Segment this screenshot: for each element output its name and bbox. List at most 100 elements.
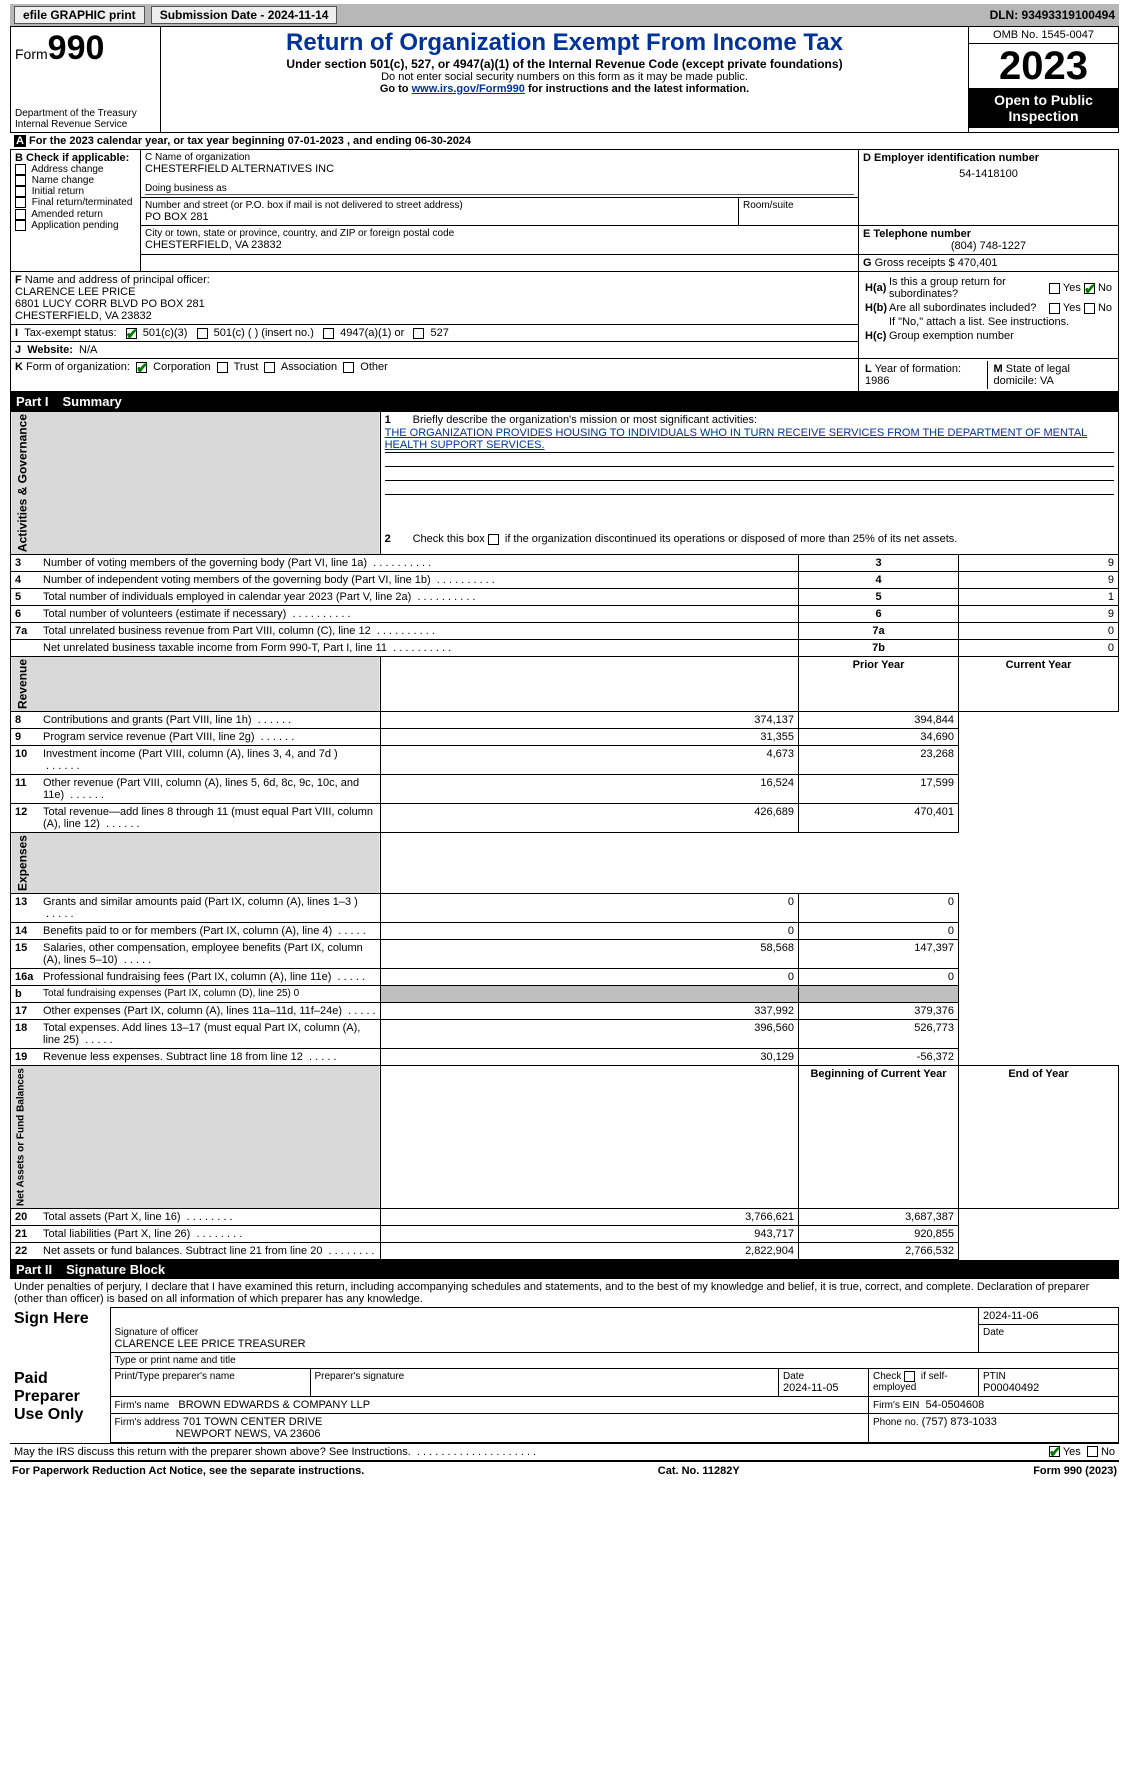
ptin-value: P00040492 <box>983 1382 1114 1394</box>
sidebar-expenses: Expenses <box>11 833 381 894</box>
current-value: 17,599 <box>799 775 959 804</box>
header-table: Form990 Department of the Treasury Inter… <box>10 26 1119 133</box>
hb-yes-checkbox[interactable] <box>1049 303 1060 314</box>
irs-label: Internal Revenue Service <box>15 119 156 130</box>
mission-text: THE ORGANIZATION PROVIDES HOUSING TO IND… <box>385 426 1114 453</box>
current-value: 379,376 <box>799 1003 959 1020</box>
ha-no-checkbox[interactable] <box>1084 283 1095 294</box>
corp-checkbox[interactable] <box>136 362 147 373</box>
end-value: 920,855 <box>799 1226 959 1243</box>
current-value: 23,268 <box>799 746 959 775</box>
tax-year: 2023 <box>969 44 1118 88</box>
prior-value: 426,689 <box>380 804 798 833</box>
prior-value: 30,129 <box>380 1049 798 1066</box>
top-toolbar: efile GRAPHIC print Submission Date - 20… <box>10 4 1119 26</box>
form-number: Form990 <box>15 29 156 68</box>
prior-value: 0 <box>380 969 798 986</box>
street-value: PO BOX 281 <box>145 211 734 223</box>
dba-label: Doing business as <box>145 183 854 195</box>
phone-label: E Telephone number <box>863 228 1114 240</box>
discuss-no-checkbox[interactable] <box>1087 1446 1098 1457</box>
4947-checkbox[interactable] <box>323 328 334 339</box>
signature-table: Sign Here 2024-11-06 Signature of office… <box>10 1307 1119 1443</box>
omb-number: OMB No. 1545-0047 <box>969 27 1118 44</box>
officer-addr1: 6801 LUCY CORR BLVD PO BOX 281 <box>15 298 205 310</box>
prior-value: 0 <box>380 894 798 923</box>
discuss-yes-checkbox[interactable] <box>1049 1446 1060 1457</box>
current-value: 526,773 <box>799 1020 959 1049</box>
room-label: Room/suite <box>743 200 854 211</box>
ag-value: 0 <box>959 623 1119 640</box>
org-name: CHESTERFIELD ALTERNATIVES INC <box>145 163 854 175</box>
boxb-checkbox[interactable] <box>15 164 26 175</box>
current-value: 147,397 <box>799 940 959 969</box>
submission-date: Submission Date - 2024-11-14 <box>151 6 338 24</box>
boxb-checkbox[interactable] <box>15 186 26 197</box>
ag-value: 9 <box>959 555 1119 572</box>
part2-header: Part II Signature Block <box>10 1260 1119 1279</box>
hb-no-checkbox[interactable] <box>1084 303 1095 314</box>
self-employed-checkbox[interactable] <box>904 1371 915 1382</box>
gross-receipts: 470,401 <box>958 257 998 269</box>
boxb-checkbox[interactable] <box>15 220 26 231</box>
cat-number: Cat. No. 11282Y <box>658 1465 740 1477</box>
current-value: 0 <box>799 894 959 923</box>
part1-table: Activities & Governance 1Briefly describ… <box>10 411 1119 1260</box>
current-value: 394,844 <box>799 712 959 729</box>
trust-checkbox[interactable] <box>217 362 228 373</box>
boxb-checkbox[interactable] <box>15 209 26 220</box>
ein-value: 54-1418100 <box>863 164 1114 184</box>
501c3-checkbox[interactable] <box>126 328 137 339</box>
current-value: -56,372 <box>799 1049 959 1066</box>
other-checkbox[interactable] <box>343 362 354 373</box>
form-footer: Form 990 (2023) <box>1033 1465 1117 1477</box>
end-value: 2,766,532 <box>799 1243 959 1260</box>
website-value: N/A <box>79 344 97 356</box>
perjury-declaration: Under penalties of perjury, I declare th… <box>10 1279 1119 1307</box>
boxb-checkbox[interactable] <box>15 175 26 186</box>
sign-here-label: Sign Here <box>10 1308 110 1369</box>
prep-date: 2024-11-05 <box>783 1382 864 1394</box>
firm-name: BROWN EDWARDS & COMPANY LLP <box>178 1399 370 1411</box>
efile-print-button[interactable]: efile GRAPHIC print <box>14 6 145 24</box>
may-discuss-row: May the IRS discuss this return with the… <box>10 1443 1119 1460</box>
ag-value: 0 <box>959 640 1119 657</box>
part1-header: Part I Summary <box>10 392 1119 411</box>
ag-value: 9 <box>959 606 1119 623</box>
box-b-title: B Check if applicable: <box>15 152 136 164</box>
paid-preparer-label: Paid Preparer Use Only <box>10 1368 110 1442</box>
officer-signature: CLARENCE LEE PRICE TREASURER <box>115 1338 975 1350</box>
sidebar-activities: Activities & Governance <box>11 412 381 555</box>
form-title: Return of Organization Exempt From Incom… <box>165 29 964 57</box>
dln-label: DLN: 93493319100494 <box>990 8 1115 22</box>
prior-value: 31,355 <box>380 729 798 746</box>
assoc-checkbox[interactable] <box>264 362 275 373</box>
current-value: 0 <box>799 923 959 940</box>
discontinued-checkbox[interactable] <box>488 534 499 545</box>
prior-value: 0 <box>380 923 798 940</box>
begin-value: 943,717 <box>380 1226 798 1243</box>
firm-ein: 54-0504608 <box>925 1399 984 1411</box>
boxb-checkbox[interactable] <box>15 197 26 208</box>
line-a: A For the 2023 calendar year, or tax yea… <box>10 133 1119 149</box>
ag-value: 9 <box>959 572 1119 589</box>
prior-value: 337,992 <box>380 1003 798 1020</box>
phone-value: (804) 748-1227 <box>863 240 1114 252</box>
domicile-state: VA <box>1040 375 1054 387</box>
current-value: 34,690 <box>799 729 959 746</box>
end-value: 3,687,387 <box>799 1209 959 1226</box>
527-checkbox[interactable] <box>413 328 424 339</box>
ein-label: D Employer identification number <box>863 152 1114 164</box>
ha-yes-checkbox[interactable] <box>1049 283 1060 294</box>
city-label: City or town, state or province, country… <box>145 228 854 239</box>
sig-date: 2024-11-06 <box>979 1308 1119 1325</box>
city-value: CHESTERFIELD, VA 23832 <box>145 239 854 251</box>
pra-notice: For Paperwork Reduction Act Notice, see … <box>12 1465 364 1477</box>
prior-value: 374,137 <box>380 712 798 729</box>
dept-treasury: Department of the Treasury <box>15 108 156 119</box>
irs-link[interactable]: www.irs.gov/Form990 <box>412 83 525 95</box>
begin-value: 3,766,621 <box>380 1209 798 1226</box>
501c-checkbox[interactable] <box>197 328 208 339</box>
prior-value: 58,568 <box>380 940 798 969</box>
prior-value: 16,524 <box>380 775 798 804</box>
